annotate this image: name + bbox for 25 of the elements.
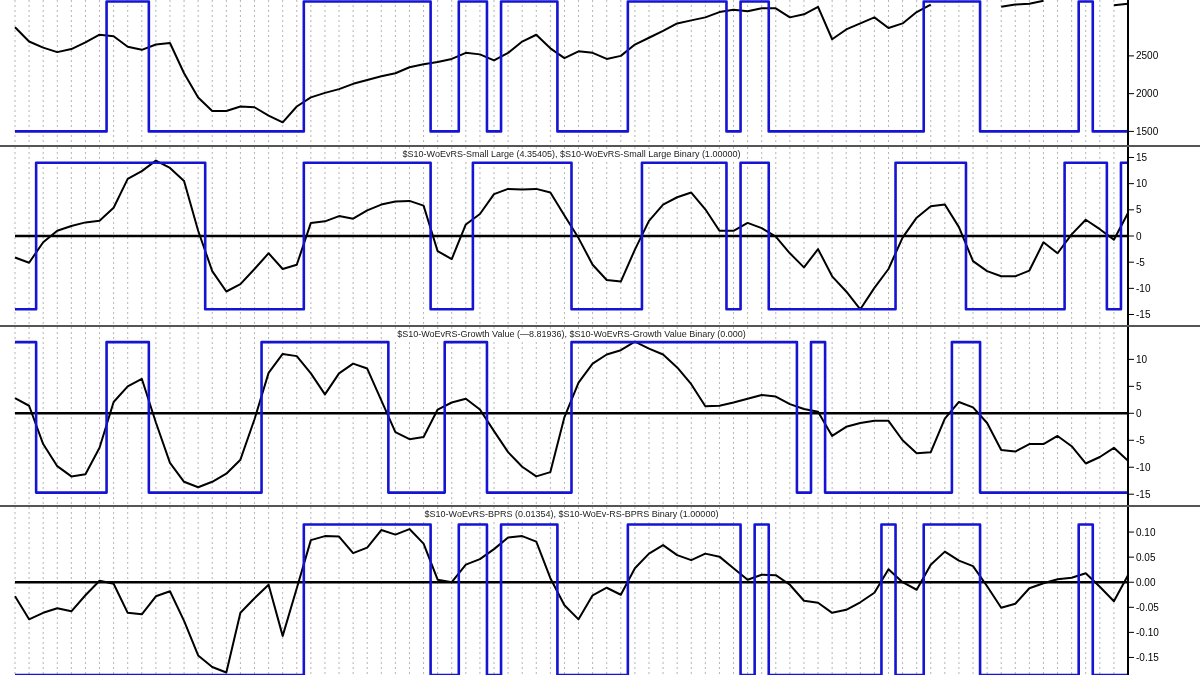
- y-tick-label: 10: [1136, 353, 1148, 365]
- y-tick-label: 1500: [1136, 125, 1159, 137]
- y-tick-label: 2000: [1136, 88, 1159, 100]
- y-tick-label: -0.15: [1136, 652, 1160, 663]
- y-tick-label: -10: [1136, 461, 1151, 473]
- y-tick-label: 0.10: [1136, 526, 1156, 538]
- y-tick-label: 0: [1136, 407, 1142, 419]
- y-tick-label: -0.10: [1136, 626, 1160, 638]
- y-tick-label: 5: [1136, 204, 1142, 216]
- chart-title: $S10-WoEvRS-Small Large (4.35405), $S10-WoEvRS-Small Large Binary (1.00000): [400, 149, 743, 159]
- y-tick-label: 2500: [1136, 50, 1159, 62]
- y-tick-label: -10: [1136, 282, 1151, 294]
- y-tick-label: -15: [1136, 309, 1151, 321]
- y-tick-label: 0: [1136, 230, 1142, 242]
- y-tick-label: -0.05: [1136, 601, 1160, 613]
- chart-title: $S10-WoEvRS-BPRS (0.01354), $S10-WoEv-RS-BPRS Binary (1.00000): [422, 509, 721, 519]
- y-tick-label: -5: [1136, 434, 1146, 446]
- y-tick-label: 10: [1136, 178, 1148, 190]
- y-tick-label: 5: [1136, 380, 1142, 392]
- y-tick-label: -15: [1136, 488, 1151, 500]
- y-tick-label: -5: [1136, 256, 1146, 268]
- chart-title: $S10-WoEvRS-Growth Value (—8.81936), $S10-WoEvRS-Growth Value Binary (0.000): [395, 329, 748, 339]
- y-tick-label: 15: [1136, 152, 1148, 164]
- y-tick-label: 0.00: [1136, 576, 1156, 588]
- y-tick-label: 0.05: [1136, 551, 1156, 563]
